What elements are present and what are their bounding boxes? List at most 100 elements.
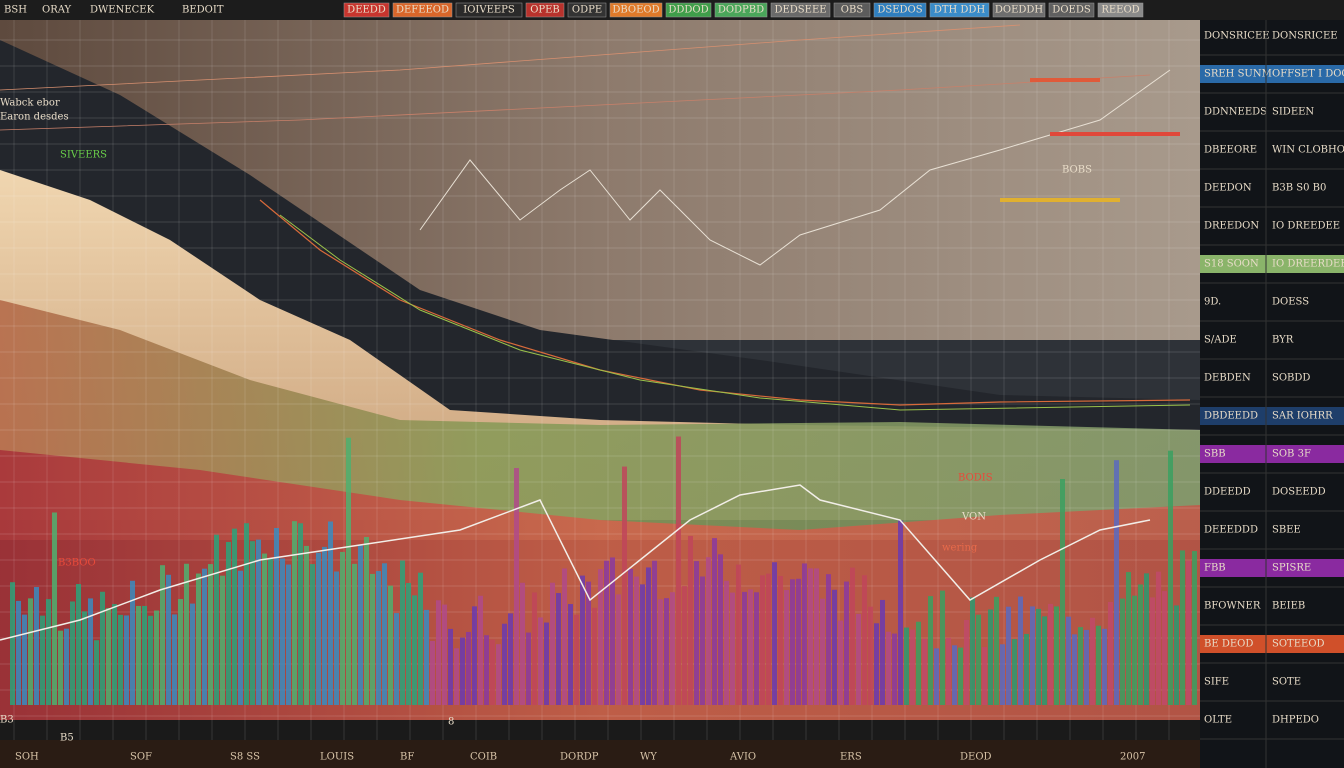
- toolbar-button[interactable]: DOEDDH: [992, 2, 1046, 18]
- toolbar-button[interactable]: ODPE: [567, 2, 607, 18]
- toolbar-button[interactable]: DSEDOS: [873, 2, 927, 18]
- panel-text: 9D.: [1204, 297, 1221, 308]
- panel-text: FBB: [1204, 563, 1226, 574]
- x-axis-label: 2007: [1120, 752, 1145, 763]
- decor-bar: [1078, 627, 1083, 705]
- decor-bar: [940, 590, 945, 705]
- decor-bar: [472, 606, 477, 705]
- toolbar-button[interactable]: DODPBD: [714, 2, 768, 18]
- decor-bar: [1174, 605, 1179, 705]
- decor-bar: [838, 620, 843, 705]
- button-bg[interactable]: [455, 2, 523, 18]
- decor-bar: [964, 619, 969, 705]
- toolbar-button[interactable]: REEOD: [1097, 2, 1144, 18]
- decor-bar: [130, 580, 135, 705]
- button-bg[interactable]: [1097, 2, 1144, 18]
- decor-bar: [304, 545, 309, 705]
- button-label[interactable]: ODPE: [572, 5, 602, 16]
- decor-bar: [442, 604, 447, 705]
- decor-bar: [46, 599, 51, 705]
- button-label[interactable]: DEFEEOD: [396, 5, 449, 16]
- decor-bar: [88, 598, 93, 705]
- decor-bar: [1072, 634, 1077, 705]
- button-bg[interactable]: [343, 2, 390, 18]
- panel-text: SOB 3F: [1272, 449, 1311, 460]
- decor-bar: [454, 648, 459, 705]
- decor-bar: [214, 534, 219, 705]
- toolbar-button[interactable]: OBS: [833, 2, 871, 18]
- button-label[interactable]: DEDSEEE: [774, 5, 826, 16]
- decor-bar: [526, 632, 531, 705]
- button-label[interactable]: DEEDD: [347, 5, 386, 16]
- x-axis-label: SOH: [15, 752, 39, 763]
- panel-text: SREH SUNM: [1204, 69, 1272, 80]
- panel-text: SIFE: [1204, 677, 1229, 688]
- button-label[interactable]: REEOD: [1101, 5, 1139, 16]
- decor-bar: [778, 576, 783, 705]
- button-bg[interactable]: [525, 2, 565, 18]
- toolbar-button[interactable]: DOEDS: [1048, 2, 1095, 18]
- decor-bar: [172, 614, 177, 705]
- decor-bar: [946, 637, 951, 705]
- decor-bar: [394, 613, 399, 705]
- decor-bar: [700, 576, 705, 705]
- toolbar-button[interactable]: DDDOD: [665, 2, 712, 18]
- toolbar-button[interactable]: DEDSEEE: [770, 2, 831, 18]
- toolbar-button[interactable]: IOIVEEPS: [455, 2, 523, 18]
- toolbar-button[interactable]: DTH DDH: [929, 2, 990, 18]
- button-label[interactable]: OBS: [841, 5, 864, 16]
- decor-bar: [10, 582, 15, 705]
- button-label[interactable]: OPEB: [530, 5, 560, 16]
- decor-bar: [382, 563, 387, 705]
- decor-bar: [574, 614, 579, 705]
- button-label[interactable]: DODPBD: [718, 5, 764, 16]
- button-label[interactable]: DOEDDH: [995, 5, 1044, 16]
- button-label[interactable]: DSEDOS: [877, 5, 922, 16]
- decor-bar: [532, 592, 537, 705]
- panel-text: OLTE: [1204, 715, 1232, 726]
- button-bg[interactable]: [714, 2, 768, 18]
- decor-bar: [568, 604, 573, 705]
- decor-bar: [706, 557, 711, 705]
- decor-bar: [496, 644, 501, 705]
- toolbar-button[interactable]: DBOEOD: [609, 2, 663, 18]
- decor-bar: [916, 621, 921, 705]
- button-bg[interactable]: [1048, 2, 1095, 18]
- button-bg[interactable]: [992, 2, 1046, 18]
- button-label[interactable]: DBOEOD: [612, 5, 659, 16]
- button-label[interactable]: DTH DDH: [934, 5, 986, 16]
- button-bg[interactable]: [392, 2, 453, 18]
- decor-bar: [628, 568, 633, 705]
- decor-bar: [976, 614, 981, 705]
- button-bg[interactable]: [567, 2, 607, 18]
- toolbar-button[interactable]: DEEDD: [343, 2, 390, 18]
- decor-bar: [124, 615, 129, 705]
- panel-text: DEBDEN: [1204, 373, 1251, 384]
- button-label[interactable]: DDDOD: [668, 5, 708, 16]
- decor-bar: [346, 437, 351, 705]
- decor-bar: [376, 571, 381, 705]
- button-bg[interactable]: [929, 2, 990, 18]
- decor-bar: [1000, 644, 1005, 705]
- button-label[interactable]: IOIVEEPS: [463, 5, 515, 16]
- decor-bar: [424, 609, 429, 705]
- toolbar-button[interactable]: OPEB: [525, 2, 565, 18]
- decor-bar: [322, 546, 327, 705]
- decor-bar: [142, 605, 147, 705]
- decor-bar: [772, 562, 777, 705]
- x-axis-label: DEOD: [960, 752, 992, 763]
- decor-bar: [724, 580, 729, 705]
- decor-bar: [1090, 617, 1095, 705]
- decor-bar: [460, 637, 465, 705]
- button-bg[interactable]: [770, 2, 831, 18]
- decor-bar: [238, 570, 243, 705]
- decor-bar: [364, 537, 369, 705]
- toolbar-button[interactable]: DEFEEOD: [392, 2, 453, 18]
- button-label[interactable]: DOEDS: [1052, 5, 1091, 16]
- panel-text: B3B S0 B0: [1272, 183, 1326, 194]
- decor-bar: [118, 614, 123, 705]
- button-bg[interactable]: [609, 2, 663, 18]
- button-bg[interactable]: [833, 2, 871, 18]
- button-bg[interactable]: [665, 2, 712, 18]
- button-bg[interactable]: [873, 2, 927, 18]
